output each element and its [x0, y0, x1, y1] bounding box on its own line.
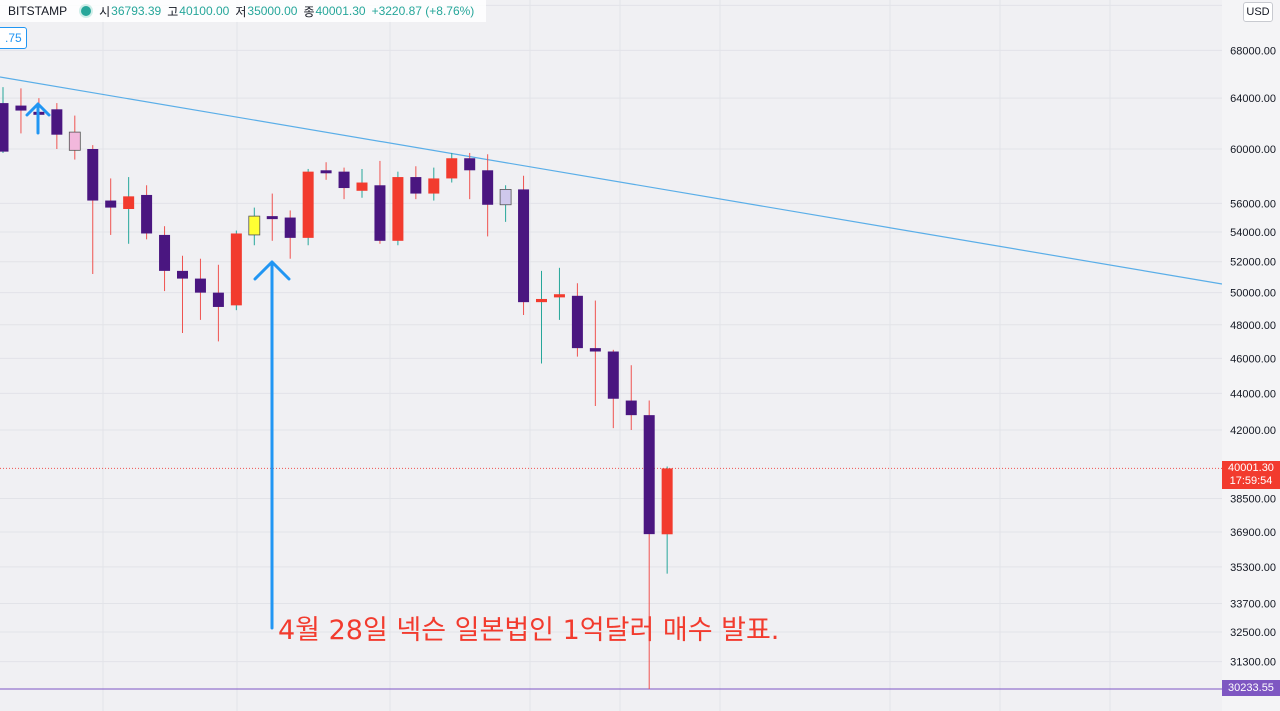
candle-body: [51, 109, 63, 135]
candle-body: [482, 170, 494, 205]
candle-body: [320, 170, 332, 174]
candle-body: [338, 171, 350, 189]
candle-body: [356, 182, 368, 191]
up-arrow-small-icon: [25, 102, 51, 135]
candle-body: [248, 215, 261, 236]
low-label: 저: [235, 4, 247, 19]
candle-body: [105, 200, 117, 208]
candle-body: [410, 177, 422, 194]
open-label: 시: [99, 4, 111, 19]
candle-body: [68, 131, 81, 151]
candle-body: [87, 149, 99, 201]
candle-body: [553, 294, 565, 298]
candle-body: [141, 194, 153, 234]
candle-body: [15, 105, 27, 111]
price-tick-label: 64000.00: [1230, 93, 1276, 105]
candle-body: [374, 185, 386, 241]
price-tick-label: 60000.00: [1230, 144, 1276, 156]
candle-body: [607, 351, 619, 399]
price-tick-label: 52000.00: [1230, 257, 1276, 269]
price-tick-label: 32500.00: [1230, 627, 1276, 639]
price-tick-label: 54000.00: [1230, 227, 1276, 239]
high-label: 고: [167, 4, 179, 19]
price-tick-label: 33700.00: [1230, 598, 1276, 610]
price-tick-label: 38500.00: [1230, 494, 1276, 506]
price-tick-label: 56000.00: [1230, 198, 1276, 210]
symbol-label[interactable]: BITSTAMP: [8, 4, 68, 18]
candle-body: [571, 295, 583, 349]
candle-body: [625, 400, 637, 416]
price-tick-label: 42000.00: [1230, 425, 1276, 437]
price-tick-label: 44000.00: [1230, 388, 1276, 400]
countdown-timer: 17:59:54: [1229, 475, 1273, 487]
change-value: +3220.87 (+8.76%): [371, 4, 475, 18]
indicator-value-box[interactable]: .75: [0, 27, 27, 49]
trendline: [0, 76, 1223, 285]
last-price-tag: 40001.30 17:59:54: [1222, 461, 1280, 489]
open-value: 36793.39: [111, 4, 162, 18]
support-price-tag: 30233.55: [1222, 680, 1280, 696]
grid-lines: [0, 0, 1222, 711]
candle-body: [499, 189, 512, 206]
candle-body: [177, 270, 188, 279]
overlay-lines: [0, 76, 1223, 690]
candle-body: [0, 103, 9, 152]
candle-body: [661, 468, 673, 535]
currency-button[interactable]: USD: [1243, 2, 1273, 22]
candle-body: [302, 171, 314, 238]
candle-body: [123, 196, 135, 210]
price-tick-label: 36900.00: [1230, 527, 1276, 539]
price-axis-ticks: 68000.00 64000.00 60000.00 56000.00 54000.00…: [1230, 45, 1276, 668]
price-tick-label: 31300.00: [1230, 657, 1276, 669]
up-arrow-large-icon: [253, 260, 291, 630]
candle-body: [589, 348, 601, 352]
market-status-icon: [81, 6, 92, 16]
candle-body: [212, 292, 224, 307]
annotation-text: 4월 28일 넥슨 일본법인 1억달러 매수 발표.: [278, 615, 779, 646]
candle-body: [428, 178, 440, 194]
close-label: 종: [303, 4, 315, 19]
candle-body: [446, 158, 458, 179]
candle-body: [230, 233, 242, 306]
annotation-arrows: [25, 102, 291, 630]
last-price-value: 40001.30: [1228, 462, 1274, 474]
ohlc-legend: BITSTAMP 시 36793.39 고 40100.00 저 35000.0…: [0, 0, 487, 22]
candle-body: [266, 216, 278, 220]
price-tick-label: 68000.00: [1230, 45, 1276, 57]
candle-body: [194, 278, 206, 293]
price-axis-panel[interactable]: [1222, 0, 1280, 711]
price-tick-label: 50000.00: [1230, 288, 1276, 300]
candles: [0, 87, 673, 689]
candle-body: [643, 415, 655, 535]
candle-body: [464, 158, 476, 171]
candle-body: [392, 177, 404, 241]
high-value: 40100.00: [179, 4, 230, 18]
candle-body: [284, 217, 296, 238]
price-tick-label: 46000.00: [1230, 353, 1276, 365]
candle-body: [536, 298, 547, 303]
price-tick-label: 35300.00: [1230, 562, 1276, 574]
candle-body: [159, 234, 171, 271]
low-value: 35000.00: [247, 4, 298, 18]
price-tick-label: 48000.00: [1230, 320, 1276, 332]
close-value: 40001.30: [315, 4, 366, 18]
candle-body: [518, 189, 530, 303]
